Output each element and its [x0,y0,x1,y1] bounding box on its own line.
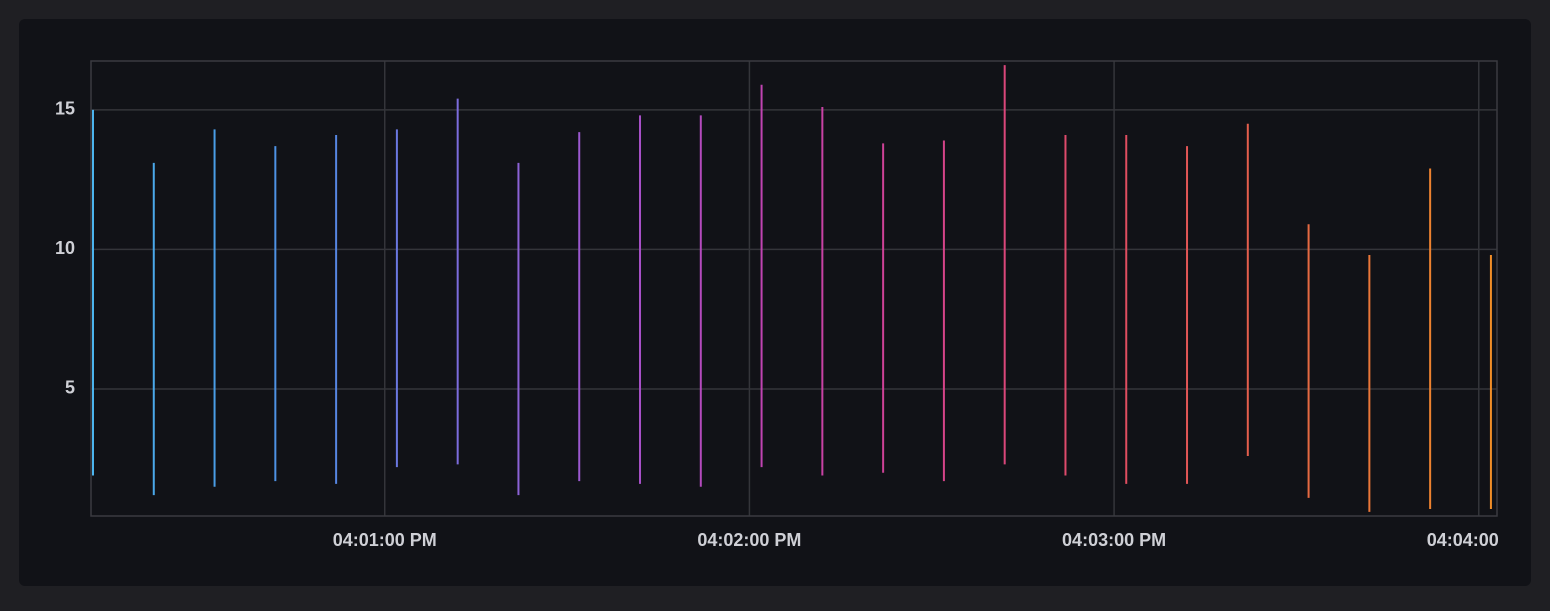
x-tick-label: 04:04:00 PM [1427,530,1531,550]
plot-frame [90,60,1498,517]
panel [19,19,1531,586]
y-tick-label: 15 [55,99,75,119]
y-tick-label: 10 [55,238,75,258]
x-tick-label: 04:02:00 PM [697,530,801,550]
x-tick-label: 04:01:00 PM [333,530,437,550]
y-tick-label: 5 [65,378,75,398]
x-tick-label: 04:03:00 PM [1062,530,1166,550]
